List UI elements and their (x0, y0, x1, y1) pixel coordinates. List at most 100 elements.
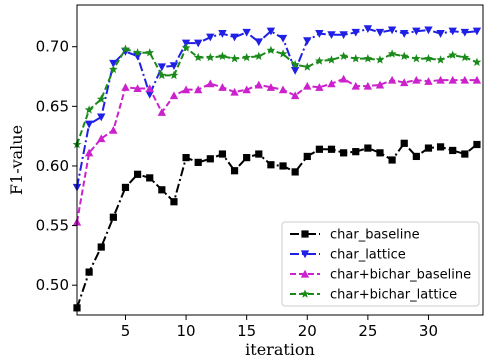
data-point (376, 149, 384, 157)
data-point (97, 134, 106, 143)
data-point (315, 145, 323, 153)
data-point (327, 55, 336, 64)
data-point (157, 70, 167, 80)
data-point (327, 31, 336, 40)
data-point (242, 85, 251, 94)
data-point (84, 120, 94, 129)
data-point (157, 108, 167, 116)
legend-label: char_baseline (330, 228, 420, 243)
legend-label: char_lattice (330, 248, 406, 263)
data-point (109, 125, 118, 134)
legend-marker (300, 269, 310, 278)
data-point (472, 27, 482, 36)
data-point (424, 77, 433, 85)
data-point (460, 28, 470, 37)
data-point (278, 49, 288, 58)
data-point (339, 51, 348, 60)
data-point (340, 149, 348, 157)
data-point (145, 84, 154, 93)
legend-label: char+bichar_baseline (330, 268, 471, 283)
data-point (108, 64, 118, 74)
series-char-lattice (72, 25, 482, 192)
data-point (146, 174, 154, 182)
data-point (375, 55, 385, 64)
data-point (315, 56, 324, 65)
data-point (206, 155, 214, 163)
series-layer (72, 25, 482, 312)
legend-label: char+bichar_lattice (330, 288, 457, 303)
y-tick-label: 0.70 (36, 38, 69, 56)
data-point (448, 50, 458, 59)
data-point (436, 30, 445, 38)
data-point (375, 28, 385, 37)
data-point (169, 70, 179, 80)
data-point (133, 170, 142, 178)
data-point (218, 30, 227, 38)
data-point (194, 158, 202, 166)
data-point (424, 26, 433, 35)
data-point (448, 27, 457, 36)
data-point (218, 83, 227, 91)
data-point (230, 54, 239, 63)
legend-box (281, 221, 480, 307)
y-tick-label: 0.50 (36, 276, 69, 294)
data-point (254, 38, 263, 47)
data-point (181, 43, 191, 52)
data-point (206, 79, 215, 88)
series-char-bichar-baseline (72, 74, 482, 226)
data-point (96, 94, 106, 103)
data-point (351, 54, 361, 63)
data-point (290, 60, 300, 69)
series-line (76, 77, 477, 223)
data-point (352, 148, 360, 156)
data-point (290, 67, 300, 75)
data-point (145, 90, 154, 99)
series-line (76, 27, 478, 188)
data-point (303, 37, 312, 45)
data-point (411, 54, 421, 63)
data-point (243, 154, 251, 162)
data-point (266, 83, 276, 91)
data-point (364, 144, 372, 152)
data-point (460, 75, 470, 84)
data-point (472, 57, 482, 66)
series-line (76, 46, 478, 145)
data-point (339, 74, 348, 83)
legend-marker (300, 250, 310, 259)
data-point (170, 198, 178, 206)
data-point (448, 75, 457, 84)
data-point (242, 52, 252, 62)
data-point (461, 150, 469, 158)
legend-marker (301, 230, 309, 238)
data-point (315, 30, 324, 38)
data-point (327, 145, 336, 153)
data-point (291, 168, 299, 176)
data-point (133, 48, 142, 57)
y-tick-label: 0.60 (36, 157, 69, 175)
data-point (412, 75, 421, 84)
data-point (303, 152, 311, 161)
data-point (412, 152, 420, 161)
data-point (278, 85, 288, 94)
data-point (278, 34, 288, 43)
data-point (158, 186, 166, 194)
data-point (387, 26, 397, 35)
data-point (84, 105, 94, 114)
data-point (472, 75, 482, 84)
x-axis-title: iteration (245, 340, 315, 359)
data-point (121, 183, 130, 192)
data-point (302, 62, 312, 71)
data-point (254, 51, 264, 60)
data-point (303, 81, 312, 90)
data-point (399, 51, 409, 60)
y-axis-title: F1-value (7, 125, 26, 195)
data-point (218, 150, 227, 158)
data-point (84, 148, 94, 157)
data-point (315, 83, 324, 91)
data-point (436, 55, 445, 64)
x-tick-label: 15 (237, 322, 256, 340)
x-tick-label: 25 (358, 322, 377, 340)
data-point (254, 80, 263, 89)
data-point (424, 54, 433, 63)
